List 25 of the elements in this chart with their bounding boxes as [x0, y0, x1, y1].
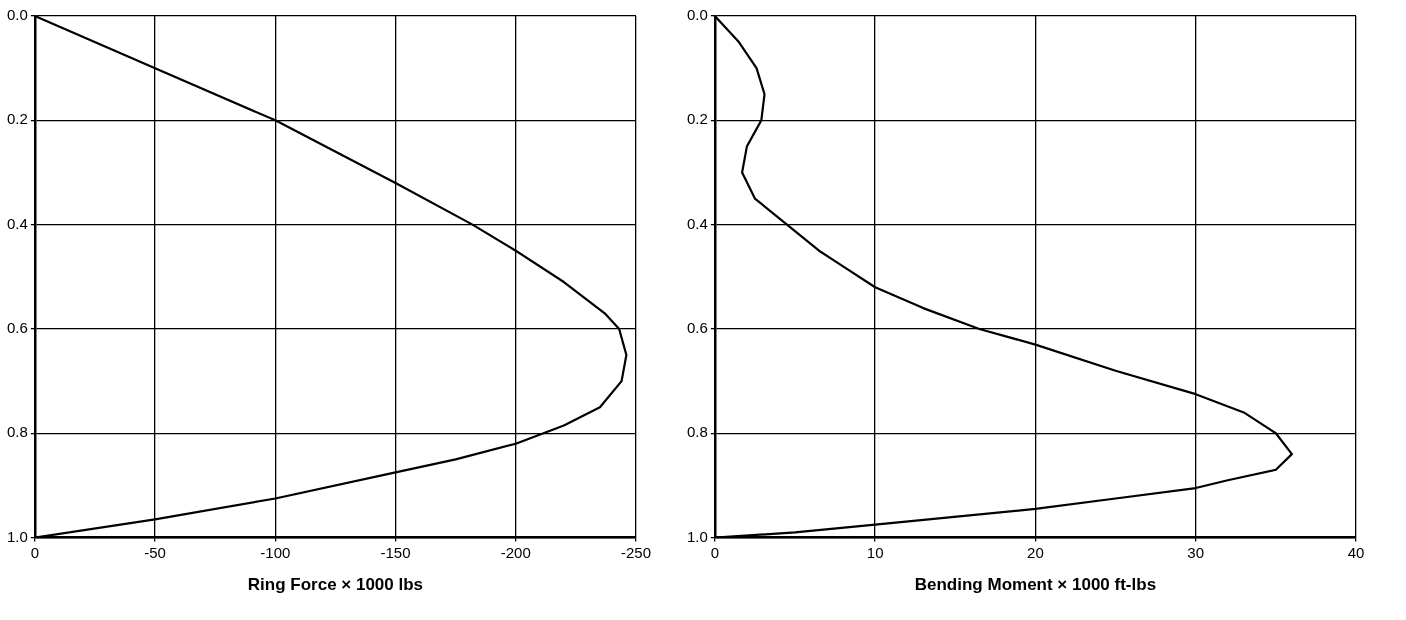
x-tick-label: -150: [380, 543, 411, 561]
x-tick-label: 10: [866, 543, 884, 561]
y-tick-label: 0.0: [686, 6, 708, 24]
x-tick-label: -100: [260, 543, 291, 561]
y-tick-label: 0.2: [686, 110, 708, 128]
y-tick-label: 0.0: [6, 6, 28, 24]
x-tick-label: -50: [144, 543, 166, 561]
y-tick-label: 1.0: [6, 527, 28, 545]
y-tick-label: 0.8: [6, 423, 28, 441]
y-tick-label: 0.6: [686, 319, 708, 337]
y-tick-label: 0.2: [6, 110, 28, 128]
x-axis-title: Bending Moment × 1000 ft-lbs: [914, 575, 1157, 595]
y-tick-label: 0.6: [6, 319, 28, 337]
x-tick-label: 0: [710, 543, 720, 561]
y-tick-label: 0.4: [6, 214, 28, 232]
x-tick-label: 0: [30, 543, 40, 561]
x-tick-label: -200: [500, 543, 531, 561]
x-tick-label: 40: [1347, 543, 1365, 561]
y-tick-label: 0.4: [686, 214, 708, 232]
x-axis-title: Ring Force × 1000 lbs: [247, 575, 424, 595]
y-tick-label: 0.8: [686, 423, 708, 441]
x-tick-label: 20: [1027, 543, 1044, 561]
x-tick-label: 30: [1187, 543, 1205, 561]
y-tick-label: 1.0: [686, 527, 708, 545]
x-tick-label: -250: [620, 543, 652, 561]
